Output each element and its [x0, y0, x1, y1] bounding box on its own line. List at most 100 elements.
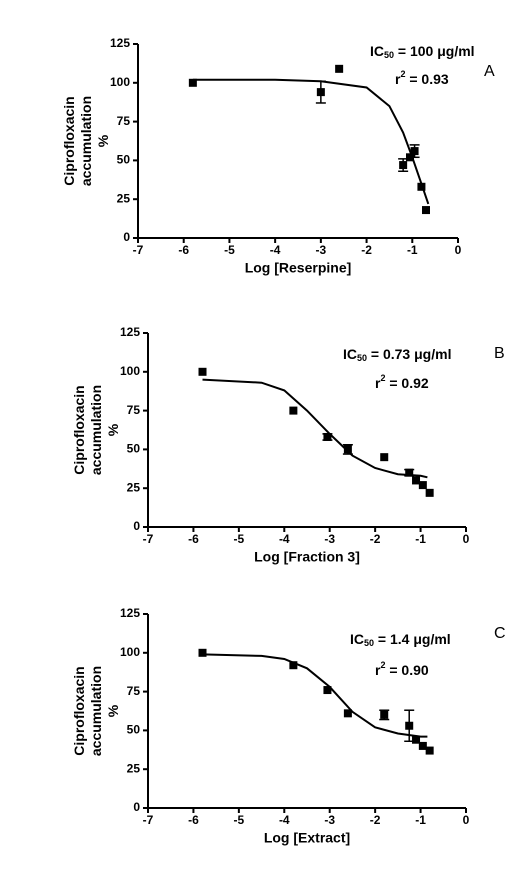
annotation-part: = 0.73 μg/ml [367, 346, 451, 362]
subscript: 50 [384, 50, 394, 60]
annotation-part: IC [343, 346, 357, 362]
data-point [425, 746, 434, 755]
annotation-part: = 0.93 [405, 71, 448, 87]
superscript: 2 [380, 660, 385, 670]
y-axis-label-line: accumulation [88, 666, 104, 756]
data-point [343, 445, 352, 454]
annotation: IC50 = 0.73 μg/ml [343, 346, 451, 364]
data-point [198, 367, 207, 376]
data-point [412, 735, 421, 744]
x-tick-label: -4 [279, 532, 290, 546]
subscript: 50 [357, 353, 367, 363]
annotation: IC50 = 100 μg/ml [370, 43, 475, 61]
x-tick-label: -5 [234, 532, 245, 546]
x-tick-label: -3 [324, 532, 335, 546]
data-point [412, 476, 421, 485]
annotation-part: IC [370, 43, 384, 59]
fit-curve [192, 78, 430, 205]
y-axis-label-line: Ciprofloxacin [61, 96, 77, 185]
y-tick-label: 25 [127, 761, 141, 775]
y-tick-label: 0 [133, 519, 140, 533]
y-tick-label: 100 [120, 645, 140, 659]
annotation-part: r [375, 375, 381, 391]
superscript: 2 [400, 69, 405, 79]
data-point [418, 741, 427, 750]
annotation: r2 = 0.93 [395, 69, 449, 86]
panel-label: C [494, 625, 506, 642]
x-axis-label: Log [Fraction 3] [254, 549, 360, 565]
y-axis-label-line: accumulation [88, 385, 104, 475]
x-axis-label: Log [Reserpine] [245, 260, 352, 276]
annotation-part: r [375, 662, 381, 678]
x-tick-label: -4 [279, 813, 290, 827]
data-point [380, 453, 389, 462]
panel-label: B [494, 345, 505, 362]
y-tick-label: 50 [127, 442, 141, 456]
data-point [418, 481, 427, 490]
annotation-part: = 1.4 μg/ml [374, 631, 451, 647]
y-tick-label: 50 [117, 153, 131, 167]
y-tick-label: 75 [127, 684, 141, 698]
y-tick-label: 125 [110, 36, 130, 50]
x-tick-label: -5 [224, 243, 235, 257]
x-tick-label: -7 [143, 813, 154, 827]
y-tick-label: 125 [120, 606, 140, 620]
y-axis-label: Ciprofloxacinaccumulation% [71, 385, 121, 475]
data-point [410, 147, 419, 156]
y-tick-label: 125 [120, 325, 140, 339]
x-tick-label: 0 [463, 532, 470, 546]
y-axis-label-line: % [105, 704, 121, 717]
data-point [417, 182, 426, 191]
data-point [289, 661, 298, 670]
y-tick-label: 25 [117, 191, 131, 205]
data-point [289, 406, 298, 415]
y-tick-label: 0 [133, 800, 140, 814]
annotation: r2 = 0.92 [375, 373, 429, 390]
y-axis-label-line: Ciprofloxacin [71, 385, 87, 474]
x-tick-label: -1 [415, 532, 426, 546]
x-tick-label: -2 [361, 243, 372, 257]
data-point [198, 648, 207, 657]
annotation-part: IC [350, 631, 364, 647]
y-tick-label: 75 [117, 114, 131, 128]
annotation-part: = 100 μg/ml [394, 43, 475, 59]
x-tick-label: -4 [270, 243, 281, 257]
x-tick-label: -6 [188, 813, 199, 827]
x-tick-label: -2 [370, 532, 381, 546]
annotation-part: = 0.92 [385, 375, 428, 391]
data-point [399, 161, 408, 170]
panel-label: A [484, 63, 495, 80]
data-point [405, 721, 414, 730]
y-axis-label: Ciprofloxacinaccumulation% [71, 666, 121, 756]
y-tick-label: 0 [123, 230, 130, 244]
annotation-part: r [395, 71, 401, 87]
x-tick-label: -6 [188, 532, 199, 546]
data-point [422, 206, 430, 215]
data-point [425, 488, 434, 497]
y-axis-label: Ciprofloxacinaccumulation% [61, 96, 111, 186]
x-tick-label: -7 [143, 532, 154, 546]
y-axis-label-line: accumulation [78, 96, 94, 186]
x-tick-label: -5 [234, 813, 245, 827]
annotation: IC50 = 1.4 μg/ml [350, 631, 451, 649]
x-tick-label: 0 [455, 243, 462, 257]
y-tick-label: 100 [110, 75, 130, 89]
y-axis-label-line: % [105, 423, 121, 436]
x-tick-label: -3 [316, 243, 327, 257]
y-tick-label: 25 [127, 480, 141, 494]
y-tick-label: 75 [127, 403, 141, 417]
data-point [343, 709, 352, 718]
annotation: r2 = 0.90 [375, 660, 429, 677]
fit-curve [202, 378, 428, 479]
x-tick-label: -1 [415, 813, 426, 827]
y-axis-label-line: % [95, 134, 111, 147]
data-point [323, 432, 332, 441]
x-tick-label: -6 [178, 243, 189, 257]
superscript: 2 [380, 373, 385, 383]
y-axis-label-line: Ciprofloxacin [71, 666, 87, 755]
x-tick-label: -2 [370, 813, 381, 827]
data-point [316, 88, 325, 97]
x-tick-label: -1 [407, 243, 418, 257]
x-axis-label: Log [Extract] [264, 830, 350, 846]
